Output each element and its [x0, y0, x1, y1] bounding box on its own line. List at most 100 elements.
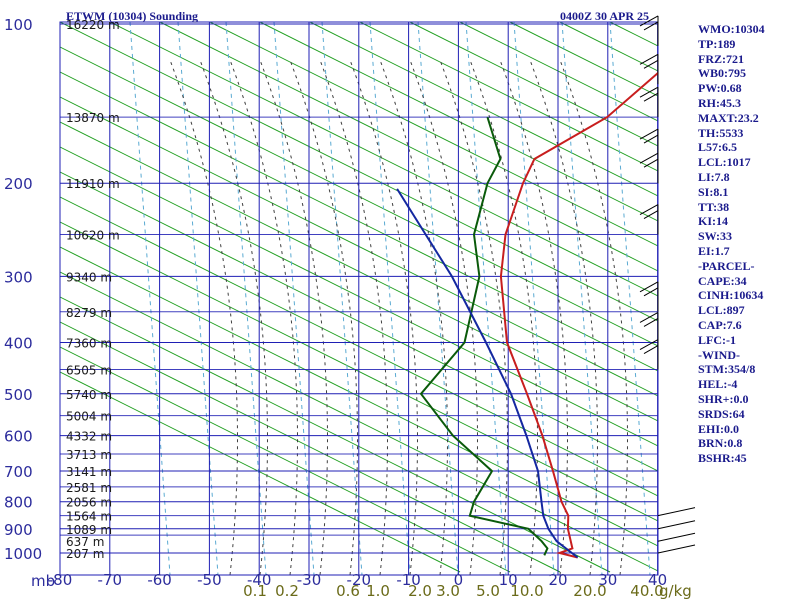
mixing-ratio-label: 20.0 [573, 582, 606, 600]
temperature-tick-label: -60 [147, 571, 172, 589]
moist-adiabat-line [529, 59, 598, 575]
height-label: 1089 m [66, 523, 112, 537]
height-label: 3713 m [66, 448, 112, 462]
pressure-tick-label: 900 [4, 521, 33, 539]
wind-barb [639, 128, 659, 160]
dewpoint-trace [419, 116, 549, 556]
chart-subtitle: 0400Z 30 APR 25 [560, 9, 649, 23]
dry-adiabat-line [60, 171, 658, 472]
sounding-index-15: EI:1.7 [698, 243, 730, 258]
height-label: 637 m [66, 535, 104, 549]
height-label: 2056 m [66, 496, 112, 510]
sounding-index-9: LCL:1017 [698, 155, 751, 170]
dry-adiabat-line [60, 96, 658, 397]
sounding-index-13: KI:14 [698, 214, 728, 229]
height-label: 207 m [66, 547, 104, 561]
sounding-index-1: TP:189 [698, 36, 736, 51]
wind-barb [657, 520, 696, 530]
pressure-tick-label: 500 [4, 386, 33, 404]
pressure-tick-label: 600 [4, 428, 33, 446]
height-label: 5004 m [66, 410, 112, 424]
height-label: 16220 m [66, 18, 120, 32]
sounding-index-18: CINH:10634 [698, 288, 764, 303]
pressure-tick-label: 300 [4, 268, 33, 286]
height-label: 8279 m [66, 306, 112, 320]
sounding-index-6: MAXT:23.2 [698, 110, 759, 125]
dry-adiabat-line [60, 146, 658, 447]
temperature-tick-label: 0 [454, 571, 464, 589]
mixing-ratio-label: 0.6 [336, 582, 360, 600]
dry-adiabat-line [60, 221, 658, 522]
sounding-index-22: -WIND- [698, 347, 740, 362]
moist-adiabat-line [289, 59, 358, 575]
mixing-ratio-unit-label: g/kg [659, 582, 692, 600]
sounding-index-20: CAP:7.6 [698, 317, 742, 332]
wind-barb [657, 544, 696, 554]
wind-barb [639, 312, 659, 343]
dry-adiabat-line [60, 346, 511, 573]
dry-adiabat-line [159, 22, 658, 272]
sounding-index-11: SI:8.1 [698, 184, 729, 199]
wind-barb [657, 532, 696, 542]
temperature-tick-label: -80 [48, 571, 73, 589]
sounding-index-28: BRN:0.8 [698, 436, 743, 451]
dry-adiabat-line [60, 371, 461, 573]
dry-adiabat-line [209, 22, 658, 247]
height-label: 9340 m [66, 270, 112, 284]
temperature-tick-label: -40 [247, 571, 272, 589]
temperature-tick-label: -50 [197, 571, 222, 589]
temperature-tick-label: -20 [347, 571, 372, 589]
dry-adiabat-line [259, 22, 658, 222]
sounding-index-25: SHR+:0.0 [698, 391, 749, 406]
dry-adiabat-line [60, 22, 658, 322]
sounding-traces [396, 71, 658, 559]
sounding-index-10: LI:7.8 [698, 169, 730, 184]
height-label: 5740 m [66, 388, 112, 402]
temperature-trace [499, 71, 658, 559]
sounding-index-21: LFC:-1 [698, 332, 736, 347]
sounding-index-3: WB0:795 [698, 66, 746, 81]
moist-adiabat-line [409, 59, 478, 575]
moist-adiabat-line [469, 59, 538, 575]
sounding-index-29: BSHR:45 [698, 451, 747, 466]
moist-adiabat-line [319, 59, 388, 575]
wind-barbs [639, 15, 696, 554]
pressure-tick-label: 200 [4, 175, 33, 193]
height-label: 11910 m [66, 177, 120, 191]
height-label: 6505 m [66, 364, 112, 378]
dry-adiabat-line [60, 196, 658, 497]
wind-barb [639, 281, 659, 312]
mixing-ratio-label: 2.0 [408, 582, 432, 600]
mixing-ratio-label: 0.1 [243, 582, 267, 600]
dry-adiabat-line [109, 22, 658, 297]
mixing-ratio-label: 3.0 [436, 582, 460, 600]
dry-adiabat-line [60, 46, 658, 347]
sounding-index-16: -PARCEL- [698, 258, 755, 273]
height-label: 2581 m [66, 481, 112, 495]
wind-barb [639, 86, 659, 118]
height-label: 7360 m [66, 336, 112, 350]
sounding-index-24: HEL:-4 [698, 377, 738, 392]
sounding-index-5: RH:45.3 [698, 95, 741, 110]
sounding-index-12: TT:38 [698, 199, 730, 214]
height-label: 10620 m [66, 229, 120, 243]
sounding-index-7: TH:5533 [698, 125, 744, 140]
sounding-indices-panel: WMO:10304 TP:189 FRZ:721 WB0:795 PW:0.68 RH:4… [698, 22, 798, 466]
dry-adiabat-line [409, 22, 658, 147]
temperature-tick-label: -10 [396, 571, 421, 589]
sounding-index-26: SRDS:64 [698, 406, 745, 421]
temperature-tick-label: 20 [548, 571, 567, 589]
sounding-index-2: FRZ:721 [698, 51, 744, 66]
wind-barb [639, 15, 659, 46]
parcel-trace [396, 188, 579, 559]
height-label: 13870 m [66, 111, 120, 125]
pressure-tick-label: 700 [4, 463, 33, 481]
pressure-tick-label: 100 [4, 16, 33, 34]
pressure-unit-label: mb [31, 572, 55, 590]
wind-barb [639, 204, 659, 235]
dry-adiabat-line [459, 22, 658, 122]
moist-adiabat-line [379, 59, 448, 575]
sounding-index-4: PW:0.68 [698, 81, 742, 96]
